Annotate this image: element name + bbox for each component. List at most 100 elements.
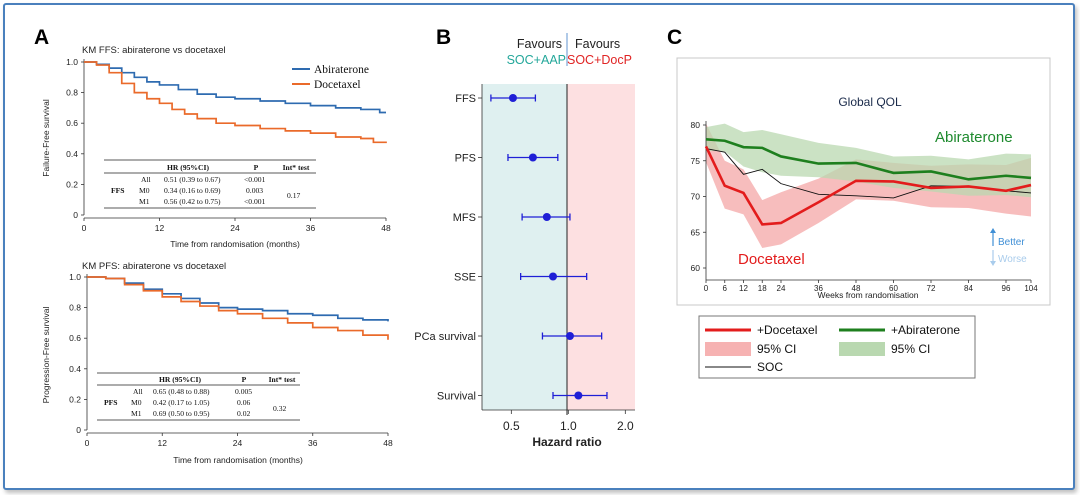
forest-row-label: PCa survival [414, 331, 476, 343]
qol-x-tick-label: 84 [964, 284, 973, 293]
abiraterone-ci-band [706, 123, 1031, 198]
x-tick-label: 36 [306, 223, 316, 233]
x-tick-label: 36 [308, 438, 318, 448]
forest-row-label: PFS [455, 153, 476, 165]
panel-letter-c: C [667, 26, 682, 49]
y-tick-label: 0.8 [69, 303, 81, 313]
forest-point [542, 213, 551, 221]
forest-x-tick-label: 1.0 [560, 419, 577, 433]
table-int-value: 0.17 [287, 191, 300, 200]
qol-plot-area: 60 65 70 75 80 0 6 12 18 24 36 48 60 72 84 96 104 [691, 120, 1039, 293]
km-curve-docetaxel [84, 61, 387, 144]
table-group-label: PFS [104, 398, 118, 407]
qol-x-tick-label: 24 [777, 284, 786, 293]
km-ffs-ylabel: Failure-Free survival [41, 99, 51, 177]
qol-title: Global QOL [838, 95, 902, 109]
km-ffs-plot-area: 0 0.2 0.4 0.6 0.8 1.0 0 12 24 36 48 [66, 57, 391, 233]
km-ffs-xlabel: Time from randomisation (months) [170, 239, 300, 249]
table-group-label: FFS [111, 186, 125, 195]
forest-marks: FFS PFS MFS SSE PCa survival Survival 0.5 1.0 2.… [414, 93, 634, 433]
y-tick-label: 1.0 [66, 57, 78, 67]
table-row-p: 0.06 [237, 398, 250, 407]
km-ffs-title: KM FFS: abiraterone vs docetaxel [82, 45, 226, 56]
table-row-p: 0.005 [235, 387, 252, 396]
table-row-sub: M0 [131, 398, 142, 407]
x-tick-label: 48 [381, 223, 391, 233]
forest-point [574, 391, 583, 400]
table-row-hr: 0.51 (0.39 to 0.67) [164, 175, 221, 184]
y-tick-label: 0.8 [66, 88, 78, 98]
favours-left-arm: SOC+AAP [507, 53, 566, 67]
qol-legend-label: 95% CI [757, 342, 796, 356]
worse-arrow-head [990, 261, 996, 266]
qol-x-tick-label: 104 [1024, 284, 1038, 293]
km-curve-docetaxel [87, 276, 389, 340]
km-ffs-chart: KM FFS: abiraterone vs docetaxel Failure… [41, 45, 391, 249]
forest-x-tick-label: 2.0 [617, 419, 634, 433]
legend-docetaxel-label: Docetaxel [314, 79, 361, 91]
qol-y-tick-label: 75 [691, 156, 701, 166]
forest-point [565, 332, 574, 340]
qol-x-tick-label: 6 [723, 284, 728, 293]
y-tick-label: 0.2 [69, 394, 81, 404]
qol-x-tick-label: 0 [704, 284, 709, 293]
docetaxel-ci-band [706, 123, 1031, 248]
table-row-hr: 0.65 (0.48 to 0.88) [153, 387, 210, 396]
x-tick-label: 0 [85, 438, 90, 448]
table-row-sub: All [141, 175, 151, 184]
qol-y-tick-label: 60 [691, 263, 701, 273]
km-pfs-title: KM PFS: abiraterone vs docetaxel [82, 261, 226, 272]
qol-x-tick-label: 18 [758, 284, 767, 293]
favours-right-label: Favours [575, 37, 620, 51]
qol-x-tick-label: 12 [739, 284, 748, 293]
forest-x-tick-label: 0.5 [503, 419, 520, 433]
y-tick-label: 0.6 [69, 333, 81, 343]
km-pfs-ylabel: Progression-Free survival [41, 306, 51, 403]
favours-docp-shading [567, 84, 635, 410]
table-row-p: <0.001 [244, 175, 266, 184]
x-tick-label: 24 [230, 223, 240, 233]
table-header-int: Int* test [269, 375, 296, 384]
table-header-int: Int* test [283, 163, 310, 172]
forest-row-label: Survival [437, 391, 476, 403]
table-row-p: 0.003 [246, 186, 263, 195]
qol-y-tick-label: 65 [691, 227, 701, 237]
qol-docetaxel-annotation: Docetaxel [738, 251, 805, 268]
x-tick-label: 0 [82, 223, 87, 233]
table-header-p: P [242, 375, 247, 384]
x-tick-label: 24 [233, 438, 243, 448]
qol-legend-swatch [705, 342, 751, 356]
better-arrow-head [990, 228, 996, 233]
table-row-sub: M0 [139, 186, 150, 195]
table-row-p: <0.001 [244, 197, 266, 206]
km-pfs-hr-table: HR (95%CI) P Int* test PFS All 0.65 (0.4… [97, 372, 300, 421]
table-row-hr: 0.69 (0.50 to 0.95) [153, 409, 210, 418]
qol-x-tick-label: 36 [814, 284, 823, 293]
x-tick-label: 12 [158, 438, 168, 448]
table-int-value: 0.32 [273, 404, 286, 413]
km-pfs-plot-area: 0 0.2 0.4 0.6 0.8 1.0 0 12 24 36 48 [69, 272, 393, 448]
qol-x-tick-label: 48 [852, 284, 861, 293]
table-row-hr: 0.42 (0.17 to 1.05) [153, 398, 210, 407]
panel-letter-a: A [34, 26, 49, 49]
qol-y-tick-label: 70 [691, 192, 701, 202]
panel-letter-b: B [436, 26, 451, 49]
qol-chart: Global QOL 60 65 70 75 80 0 6 12 18 24 36 48 60 72 84 9… [676, 57, 1051, 379]
y-tick-label: 0 [73, 210, 78, 220]
table-header-hr: HR (95%CI) [167, 163, 209, 172]
favours-right-arm: SOC+DocP [567, 53, 632, 67]
y-tick-label: 0.6 [66, 118, 78, 128]
qol-legend-label: 95% CI [891, 342, 930, 356]
km-ffs-legend: Abiraterone Docetaxel [292, 64, 369, 91]
qol-legend-swatch [839, 342, 885, 356]
table-header-p: P [254, 163, 259, 172]
qol-x-tick-label: 72 [927, 284, 936, 293]
table-row-hr: 0.34 (0.16 to 0.69) [164, 186, 221, 195]
table-header-hr: HR (95%CI) [159, 375, 201, 384]
qol-x-tick-label: 60 [889, 284, 898, 293]
table-row-sub: M1 [131, 409, 142, 418]
x-tick-label: 48 [383, 438, 393, 448]
x-tick-label: 12 [155, 223, 165, 233]
forest-point [508, 94, 517, 102]
